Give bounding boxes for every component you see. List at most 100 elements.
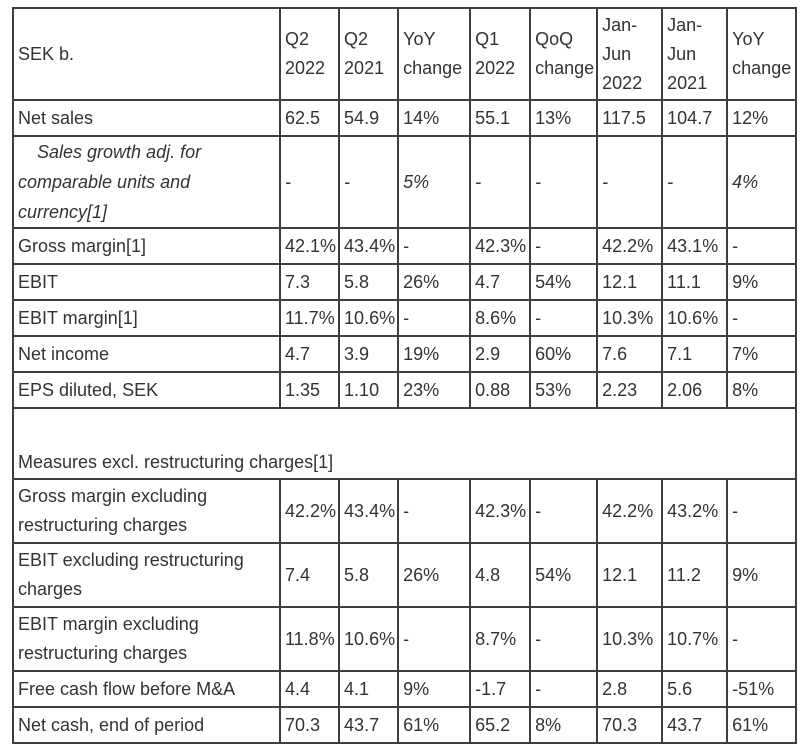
value-cell: 42.3% <box>469 227 532 265</box>
col-header-yoy-change: YoY change <box>397 7 472 101</box>
value-cell: - <box>529 227 599 265</box>
section-header-row: Measures excl. restructuring charges[1] <box>11 407 798 480</box>
value-cell: - <box>661 135 729 229</box>
value-cell: 2.06 <box>661 371 729 409</box>
value-cell: 9% <box>726 263 798 301</box>
col-header-unit: SEK b. <box>12 7 281 101</box>
row-label: EBIT <box>12 263 281 301</box>
value-cell: - <box>397 227 472 265</box>
value-cell: 70.3 <box>278 706 341 744</box>
value-cell: 8% <box>529 706 599 744</box>
value-cell: 4.4 <box>278 670 341 708</box>
value-cell: 54% <box>529 263 599 301</box>
col-header-qoq-change: QoQ change <box>529 7 599 101</box>
value-cell: 2.8 <box>596 670 664 708</box>
value-cell: 8% <box>726 371 798 409</box>
value-cell: -51% <box>726 670 798 708</box>
row-label: Net sales <box>12 99 281 137</box>
value-cell: - <box>397 299 472 337</box>
value-cell: 42.3% <box>469 478 532 544</box>
value-cell: 23% <box>397 371 472 409</box>
row-label: EPS diluted, SEK <box>12 371 281 409</box>
value-cell: 11.7% <box>278 299 341 337</box>
table-row-ebit-margin-excl: EBIT margin excluding restructuring char… <box>12 606 798 672</box>
row-label: Net income <box>12 335 281 373</box>
value-cell: 2.23 <box>596 371 664 409</box>
value-cell: 5.8 <box>338 263 400 301</box>
value-cell: 42.1% <box>278 227 341 265</box>
value-cell: 10.6% <box>338 299 400 337</box>
value-cell: 7.6 <box>596 335 664 373</box>
value-cell: 1.10 <box>338 371 400 409</box>
row-label: Gross margin excluding restructuring cha… <box>12 478 281 544</box>
value-cell: 9% <box>726 542 798 608</box>
value-cell: 7% <box>726 335 798 373</box>
value-cell: 65.2 <box>469 706 532 744</box>
value-cell: 9% <box>397 670 472 708</box>
table-row-gross-margin: Gross margin[1] 42.1% 43.4% - 42.3% - 42… <box>12 227 798 265</box>
value-cell: 55.1 <box>469 99 532 137</box>
value-cell: 11.2 <box>661 542 729 608</box>
value-cell: 43.4% <box>338 227 400 265</box>
row-label: Net cash, end of period <box>12 706 281 744</box>
value-cell: 54.9 <box>338 99 400 137</box>
header-row: SEK b. Q2 2022 Q2 2021 YoY change Q1 202… <box>12 7 798 101</box>
value-cell: - <box>397 478 472 544</box>
value-cell: 10.7% <box>661 606 729 672</box>
table-row-net-cash: Net cash, end of period 70.3 43.7 61% 65… <box>12 706 798 744</box>
value-cell: 1.35 <box>278 371 341 409</box>
value-cell: 19% <box>397 335 472 373</box>
value-cell: 7.4 <box>278 542 341 608</box>
financial-results-table: SEK b. Q2 2022 Q2 2021 YoY change Q1 202… <box>11 7 798 744</box>
value-cell: - <box>338 135 400 229</box>
value-cell: 42.2% <box>278 478 341 544</box>
value-cell: 2.9 <box>469 335 532 373</box>
section-header-cell: Measures excl. restructuring charges[1] <box>11 407 798 480</box>
value-cell: 43.1% <box>661 227 729 265</box>
value-cell: - <box>529 606 599 672</box>
value-cell: 26% <box>397 542 472 608</box>
row-label: Gross margin[1] <box>12 227 281 265</box>
col-header-q2-2021: Q2 2021 <box>338 7 400 101</box>
value-cell: 10.6% <box>338 606 400 672</box>
table-row-ebit-excl: EBIT excluding restructuring charges 7.4… <box>12 542 798 608</box>
value-cell: 43.7 <box>661 706 729 744</box>
value-cell: 0.88 <box>469 371 532 409</box>
value-cell: - <box>529 478 599 544</box>
value-cell: - <box>529 299 599 337</box>
value-cell: 4.8 <box>469 542 532 608</box>
value-cell: 42.2% <box>596 478 664 544</box>
table-row-net-income: Net income 4.7 3.9 19% 2.9 60% 7.6 7.1 7… <box>12 335 798 373</box>
value-cell: 12.1 <box>596 542 664 608</box>
value-cell: 12% <box>726 99 798 137</box>
value-cell: 5% <box>397 135 472 229</box>
value-cell: 54% <box>529 542 599 608</box>
value-cell: 10.3% <box>596 299 664 337</box>
value-cell: - <box>596 135 664 229</box>
value-cell: - <box>726 299 798 337</box>
value-cell: 4.1 <box>338 670 400 708</box>
value-cell: - <box>529 670 599 708</box>
table-row-eps-diluted: EPS diluted, SEK 1.35 1.10 23% 0.88 53% … <box>12 371 798 409</box>
value-cell: 12.1 <box>596 263 664 301</box>
value-cell: 4.7 <box>278 335 341 373</box>
value-cell: 7.3 <box>278 263 341 301</box>
value-cell: 3.9 <box>338 335 400 373</box>
value-cell: 13% <box>529 99 599 137</box>
row-label: EBIT margin excluding restructuring char… <box>12 606 281 672</box>
table-row-free-cash-flow: Free cash flow before M&A 4.4 4.1 9% -1.… <box>12 670 798 708</box>
table-row-net-sales: Net sales 62.5 54.9 14% 55.1 13% 117.5 1… <box>12 99 798 137</box>
table-row-ebit-margin: EBIT margin[1] 11.7% 10.6% - 8.6% - 10.3… <box>12 299 798 337</box>
value-cell: 43.2% <box>661 478 729 544</box>
value-cell: 8.7% <box>469 606 532 672</box>
table-row-ebit: EBIT 7.3 5.8 26% 4.7 54% 12.1 11.1 9% <box>12 263 798 301</box>
value-cell: -1.7 <box>469 670 532 708</box>
value-cell: 5.6 <box>661 670 729 708</box>
value-cell: 61% <box>397 706 472 744</box>
value-cell: - <box>529 135 599 229</box>
value-cell: 7.1 <box>661 335 729 373</box>
value-cell: - <box>726 606 798 672</box>
value-cell: 5.8 <box>338 542 400 608</box>
value-cell: 43.7 <box>338 706 400 744</box>
value-cell: 14% <box>397 99 472 137</box>
